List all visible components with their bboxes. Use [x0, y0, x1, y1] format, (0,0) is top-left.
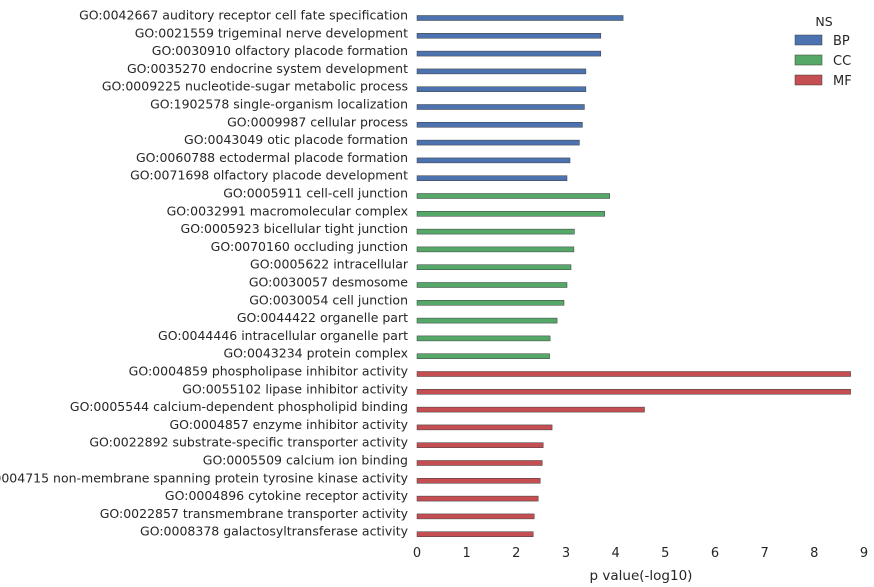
bar-cc: [416, 317, 558, 324]
category-label: GO:0008378 galactosyltransferase activit…: [140, 524, 409, 539]
category-label: GO:0022892 substrate-specific transporte…: [89, 435, 408, 450]
legend-swatch-bp: [794, 34, 823, 46]
bar-cc: [416, 228, 575, 235]
bar-mf: [416, 531, 534, 537]
bar-mf: [416, 389, 851, 395]
bar-cc: [416, 193, 610, 199]
x-axis-title: p value(-log10): [590, 568, 693, 584]
category-label: GO:0030054 cell junction: [249, 292, 408, 307]
bar-bp: [416, 50, 602, 57]
x-tick-label: 1: [463, 546, 471, 561]
category-label: GO:0044422 organelle part: [237, 310, 408, 325]
bar-cc: [416, 246, 575, 253]
bar-mf: [416, 442, 544, 448]
category-label: GO:0004859 phospholipase inhibitor activ…: [129, 364, 409, 379]
category-label: GO:0004896 cytokine receptor activity: [165, 488, 409, 503]
legend-label-mf: MF: [833, 74, 852, 89]
bar-bp: [416, 122, 583, 128]
x-tick-label: 2: [512, 546, 520, 561]
bar-bp: [416, 86, 587, 92]
bar-bp: [416, 139, 580, 146]
category-label: GO:0005923 bicellular tight junction: [181, 221, 408, 236]
bar-mf: [416, 371, 851, 377]
category-label: GO:0004715 non-membrane spanning protein…: [0, 470, 409, 485]
category-label: GO:0009987 cellular process: [227, 114, 408, 129]
bar-bp: [416, 104, 585, 110]
category-label: GO:0030910 olfactory placode formation: [152, 43, 408, 58]
category-label: GO:0021559 trigeminal nerve development: [135, 25, 408, 40]
category-label: GO:0070160 occluding junction: [211, 239, 408, 254]
bar-mf: [416, 406, 645, 413]
bar-mf: [416, 495, 539, 502]
bar-cc: [416, 353, 550, 359]
category-label: GO:0071698 olfactory placode development: [130, 168, 408, 183]
bar-cc: [416, 211, 605, 217]
legend-label-cc: CC: [833, 54, 851, 69]
bar-bp: [416, 15, 624, 21]
x-tick-labels-group: 0 1 2 3 4 5 6 7 8 9: [413, 546, 868, 561]
category-label: GO:0043049 otic placode formation: [184, 132, 408, 147]
bar-bp: [416, 33, 602, 39]
bar-bp: [416, 68, 587, 75]
category-label: GO:0044446 intracellular organelle part: [158, 328, 408, 343]
bar-mf: [416, 478, 541, 484]
category-label: GO:0005622 intracellular: [250, 257, 409, 272]
category-label: GO:0042667 auditory receptor cell fate s…: [79, 8, 408, 23]
category-label: GO:1902578 single-organism localization: [150, 97, 408, 112]
x-tick-label: 6: [711, 546, 719, 561]
category-label: GO:0043234 protein complex: [223, 346, 408, 361]
bar-cc: [416, 282, 568, 288]
x-tick-label: 0: [413, 546, 421, 561]
category-label: GO:0004857 enzyme inhibitor activity: [169, 417, 408, 432]
bars-group: [416, 15, 851, 537]
bar-cc: [416, 300, 565, 306]
bar-cc: [416, 335, 551, 342]
x-tick-label: 7: [761, 546, 769, 561]
category-label: GO:0005509 calcium ion binding: [203, 453, 408, 468]
category-label: GO:0005544 calcium-dependent phospholipi…: [70, 399, 408, 414]
legend: NS BP CC MF: [794, 14, 852, 89]
category-label: GO:0030057 desmosome: [249, 275, 408, 290]
category-label: GO:0055102 lipase inhibitor activity: [182, 381, 408, 396]
bar-mf: [416, 513, 535, 520]
category-label: GO:0022857 transmembrane transporter act…: [100, 506, 409, 521]
x-tick-label: 5: [661, 546, 669, 561]
category-label: GO:0032991 macromolecular complex: [167, 203, 408, 218]
bar-cc: [416, 264, 572, 270]
bar-mf: [416, 460, 543, 466]
category-labels-group: GO:0042667 auditory receptor cell fate s…: [0, 8, 409, 539]
x-tick-label: 3: [562, 546, 570, 561]
category-label: GO:0035270 endocrine system development: [127, 61, 408, 76]
x-tick-label: 8: [810, 546, 818, 561]
legend-label-bp: BP: [833, 34, 850, 49]
bar-bp: [416, 175, 568, 181]
bar-mf: [416, 424, 553, 431]
category-label: GO:0005911 cell-cell junction: [223, 186, 408, 201]
category-label: GO:0060788 ectodermal placode formation: [136, 150, 408, 165]
x-tick-label: 9: [860, 546, 868, 561]
legend-title: NS: [815, 14, 832, 29]
x-tick-label: 4: [612, 546, 620, 561]
legend-swatch-cc: [794, 54, 823, 66]
bar-bp: [416, 157, 571, 164]
category-label: GO:0009225 nucleotide-sugar metabolic pr…: [102, 79, 408, 94]
legend-swatch-mf: [794, 74, 823, 86]
